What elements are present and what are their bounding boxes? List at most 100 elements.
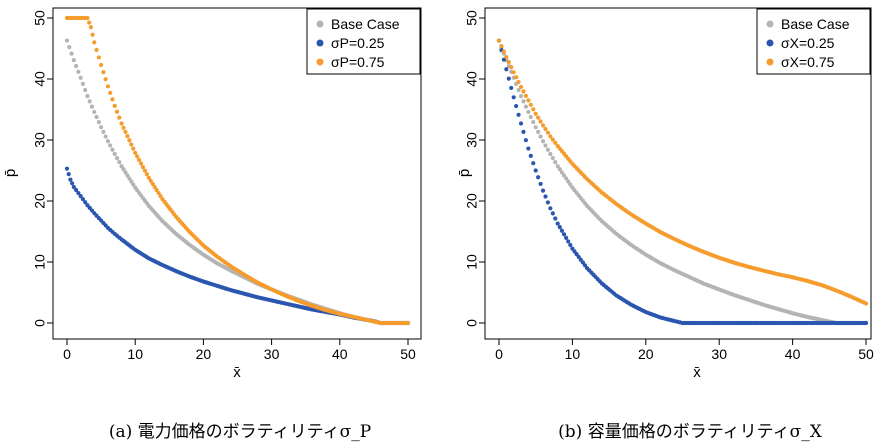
caption: (b) 容量価格のボラティリティσ_X (558, 422, 823, 442)
data-point (553, 216, 558, 221)
data-point (94, 47, 99, 53)
data-point (146, 175, 151, 180)
legend-label: Base Case (781, 16, 850, 32)
data-point (564, 176, 569, 181)
data-point (553, 160, 558, 165)
data-point (123, 129, 128, 134)
data-point (64, 166, 70, 171)
data-point (553, 140, 558, 145)
legend-label: σX=0.25 (781, 35, 835, 51)
legend-label: Base Case (331, 16, 400, 32)
data-point (509, 65, 514, 70)
y-tick-label: 30 (32, 132, 48, 148)
data-point (516, 87, 521, 93)
x-axis-label: x̄ (693, 364, 701, 381)
data-point (76, 69, 81, 74)
data-point (509, 85, 514, 91)
data-point (496, 38, 502, 43)
x-tick-label: 20 (196, 346, 212, 362)
data-point (548, 206, 553, 211)
data-point (501, 49, 506, 54)
data-point (152, 184, 157, 190)
data-point (96, 120, 101, 125)
data-point (131, 182, 136, 187)
data-point (103, 134, 108, 139)
data-point (536, 129, 541, 134)
data-point (158, 194, 163, 199)
data-point (545, 200, 551, 205)
data-point (80, 197, 86, 202)
data-point (516, 112, 521, 117)
data-point (561, 173, 567, 178)
data-point (511, 70, 516, 75)
data-point (545, 130, 551, 135)
data-point (73, 63, 79, 69)
x-axis: 0 10 20 30 40 50 (63, 338, 416, 362)
data-point (863, 301, 869, 306)
data-point (543, 143, 548, 148)
data-point (536, 175, 541, 180)
data-point (87, 99, 92, 104)
data-point (531, 120, 536, 125)
data-point (523, 138, 529, 143)
data-point (548, 151, 553, 157)
series-low (496, 38, 869, 326)
data-point (83, 87, 88, 93)
data-point (156, 190, 161, 196)
data-point (533, 125, 538, 130)
data-point (557, 225, 562, 230)
legend-label: σP=0.75 (331, 54, 385, 70)
data-point (521, 89, 526, 94)
data-point (94, 114, 99, 120)
data-point (99, 125, 104, 130)
data-point (110, 97, 115, 102)
data-point (518, 93, 524, 99)
data-point (129, 179, 134, 184)
caption: (a) 電力価格のボラティリティσ_P (109, 422, 371, 442)
data-point (528, 114, 533, 120)
x-axis-label: x̄ (233, 364, 241, 381)
data-point (531, 107, 536, 112)
data-point (550, 156, 555, 161)
data-point (112, 151, 117, 157)
data-point (92, 40, 97, 45)
legend-label: σP=0.25 (331, 35, 385, 51)
y-axis-label: p̄ (456, 169, 473, 177)
data-point (863, 320, 869, 326)
data-point (405, 320, 411, 326)
data-point (561, 232, 567, 237)
chart-panel-electricity-volatility: 0 10 20 30 40 50 0 10 20 30 40 50 x̄ p̄ Base Case σ… (2, 7, 422, 442)
data-point (526, 109, 531, 115)
data-point (117, 115, 122, 120)
data-point (80, 81, 86, 86)
x-tick-label: 0 (495, 346, 503, 362)
data-point (101, 69, 106, 75)
series-low (64, 166, 411, 326)
data-point (499, 43, 504, 49)
data-point (559, 170, 565, 175)
data-point (533, 111, 538, 116)
data-point (501, 57, 506, 62)
series-high (496, 38, 869, 306)
data-point (87, 20, 92, 25)
data-point (78, 194, 83, 199)
data-point (555, 164, 560, 169)
data-point (101, 129, 106, 134)
data-point (96, 55, 101, 60)
data-point (108, 90, 113, 95)
data-point (526, 146, 531, 151)
y-tick-label: 20 (464, 193, 480, 209)
y-tick-label: 30 (464, 132, 480, 148)
data-point (514, 75, 519, 80)
data-points (64, 15, 411, 326)
data-point (545, 147, 551, 152)
data-point (121, 167, 126, 172)
x-tick-label: 50 (400, 346, 416, 362)
data-point (548, 134, 553, 139)
data-point (538, 181, 543, 187)
data-point (540, 123, 546, 128)
data-point (528, 153, 533, 158)
y-tick-label: 0 (32, 319, 48, 327)
data-point (533, 168, 538, 173)
